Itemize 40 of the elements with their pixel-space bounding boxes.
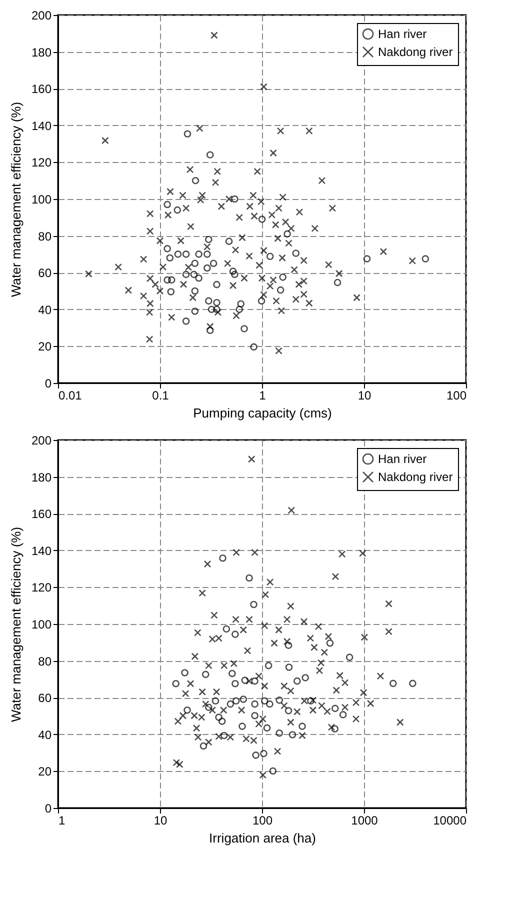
y-tick-label: 40 (38, 728, 52, 742)
x-tick-label: 0.01 (58, 388, 82, 402)
x-tick-label: 1 (58, 814, 66, 828)
x-axis-title: Pumping capacity (cms) (193, 406, 332, 420)
y-tick-label: 160 (31, 507, 52, 522)
y-tick-label: 80 (38, 229, 52, 244)
y-tick-label: 100 (31, 192, 52, 206)
y-tick-label: 120 (31, 580, 52, 595)
x-tick-label: 100 (446, 388, 467, 402)
y-tick-label: 60 (38, 266, 52, 280)
y-tick-label: 180 (31, 470, 52, 484)
legend-label: Nakdong river (378, 45, 453, 59)
y-tick-label: 140 (31, 118, 52, 133)
legend-label: Nakdong river (378, 470, 453, 484)
y-tick-label: 180 (31, 45, 52, 60)
y-axis-title: Water management efficiency (%) (8, 102, 24, 298)
y-tick-label: 0 (44, 376, 52, 390)
x-tick-label: 10 (154, 814, 168, 828)
y-tick-label: 200 (31, 434, 52, 448)
x-tick-label: 10 (358, 388, 372, 402)
y-tick-label: 40 (38, 302, 52, 317)
y-tick-label: 160 (31, 82, 52, 96)
y-tick-label: 80 (38, 654, 52, 668)
y-tick-label: 0 (44, 802, 52, 816)
y-tick-label: 20 (38, 340, 52, 354)
y-tick-label: 60 (38, 691, 52, 706)
y-tick-label: 20 (38, 764, 52, 779)
legend-label: Han river (378, 27, 427, 41)
y-tick-label: 200 (31, 8, 52, 22)
legend-label: Han river (378, 452, 427, 466)
x-axis-title: Irrigation area (ha) (209, 830, 316, 846)
y-tick-label: 140 (31, 544, 52, 558)
x-tick-label: 1 (259, 388, 266, 402)
y-tick-label: 120 (31, 156, 52, 170)
x-tick-label: 0.1 (152, 388, 170, 402)
x-tick-label: 100 (252, 814, 273, 828)
y-axis-title: Water management efficiency (%) (8, 526, 24, 722)
x-tick-label: 1000 (351, 814, 378, 828)
x-tick-label: 10000 (433, 814, 467, 828)
y-tick-label: 100 (31, 618, 52, 632)
